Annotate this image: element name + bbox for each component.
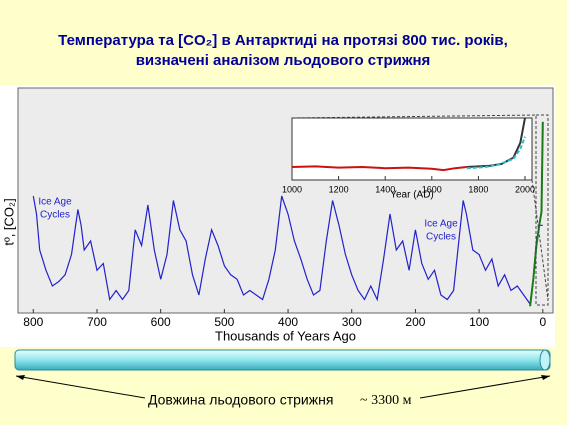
- x-tick-label: 700: [87, 315, 107, 329]
- zoom-box: [535, 114, 549, 306]
- zoom-line: [531, 179, 549, 301]
- annotation: Ice Age: [424, 219, 458, 230]
- caption-length: ~ 3300 м: [360, 393, 412, 408]
- x-tick-label: 600: [151, 315, 171, 329]
- x-tick-label: 100: [469, 315, 489, 329]
- arrow: [419, 375, 551, 399]
- x-tick-label: 800: [23, 315, 43, 329]
- annotation: Cycles: [40, 210, 70, 221]
- x-tick-label: 500: [214, 315, 234, 329]
- inset-area: [291, 117, 533, 181]
- x-tick-label: 1800: [468, 184, 488, 194]
- ice-core-end: [539, 349, 551, 371]
- data-line: [291, 165, 467, 172]
- x-axis-label: Year (AD): [390, 190, 434, 201]
- annotation: Ice Age: [38, 197, 72, 208]
- title-line: Температура та [CO₂] в Антарктиді на про…: [58, 32, 508, 49]
- inset-chart: 1000 1200 1400 1600 1800 2000 Year (AD): [282, 117, 535, 201]
- x-tick-label: 1400: [375, 184, 395, 194]
- annotation: Cycles: [426, 232, 456, 243]
- x-tick-label: 1000: [282, 184, 302, 194]
- title-line: визначені аналізом льодового стрижня: [136, 52, 431, 69]
- arrow-head: [16, 375, 25, 380]
- y-axis-label: tº, [CO₂]: [1, 198, 16, 245]
- caption: Довжина льодового стрижня: [148, 392, 333, 408]
- data-line: [529, 121, 544, 307]
- x-tick-label: 300: [342, 315, 362, 329]
- x-tick-label: 400: [278, 315, 298, 329]
- ice-core: [14, 349, 551, 371]
- x-tick-label: 0: [539, 315, 546, 329]
- data-line: [466, 117, 526, 168]
- x-tick-label: 2000: [515, 184, 535, 194]
- x-axis-label: Thousands of Years Ago: [215, 328, 356, 343]
- x-tick-label: 200: [405, 315, 425, 329]
- x-tick-label: 1200: [329, 184, 349, 194]
- data-line: [32, 195, 543, 306]
- x-tick-label: 1600: [422, 184, 442, 194]
- arrow: [15, 375, 146, 399]
- arrow-head: [541, 375, 550, 380]
